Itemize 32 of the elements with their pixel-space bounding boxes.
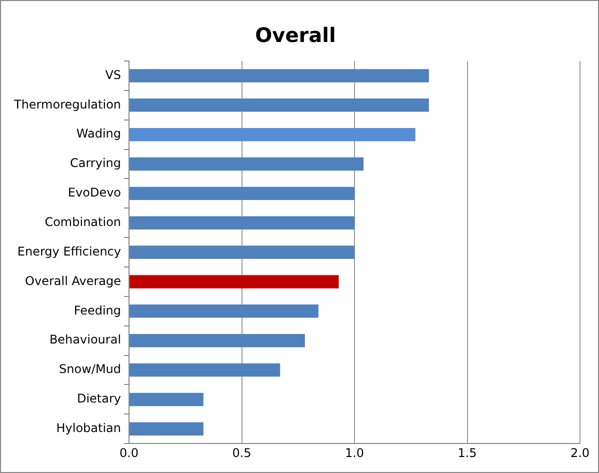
y-tick-label: Feeding bbox=[74, 303, 122, 318]
bar bbox=[130, 363, 280, 377]
y-tick-label: EvoDevo bbox=[68, 186, 122, 200]
x-tick-label: 1.0 bbox=[344, 446, 364, 460]
x-tick-label: 1.5 bbox=[458, 446, 477, 460]
y-tick-label: Dietary bbox=[76, 392, 122, 406]
bar bbox=[130, 128, 416, 142]
y-tick-label: Combination bbox=[44, 214, 122, 229]
y-tick-label: Overall Average bbox=[25, 274, 122, 288]
bar bbox=[130, 98, 429, 112]
y-tick-label: Carrying bbox=[70, 156, 122, 170]
y-tick-label: Wading bbox=[76, 126, 122, 141]
bar bbox=[130, 334, 305, 348]
y-tick-label: Thermoregulation bbox=[12, 97, 122, 112]
y-tick-label: VS bbox=[105, 68, 122, 82]
bar bbox=[130, 392, 204, 406]
bar bbox=[130, 157, 364, 171]
bar bbox=[130, 216, 355, 230]
x-tick-label: 0.0 bbox=[119, 446, 139, 460]
bar bbox=[130, 422, 204, 436]
x-tick-label: 2.0 bbox=[570, 446, 590, 460]
bar bbox=[130, 304, 318, 318]
y-tick-label: Snow/Mud bbox=[59, 362, 122, 376]
chart-title: Overall bbox=[255, 23, 336, 48]
bar bbox=[130, 69, 429, 82]
bar bbox=[130, 275, 339, 288]
y-tick-label: Behavioural bbox=[49, 332, 122, 347]
y-tick-label: Energy Efficiency bbox=[17, 244, 122, 258]
x-tick-label: 0.5 bbox=[232, 446, 252, 460]
y-tick-label: Hylobatian bbox=[56, 421, 122, 436]
bar bbox=[130, 186, 355, 200]
bar bbox=[130, 246, 355, 259]
